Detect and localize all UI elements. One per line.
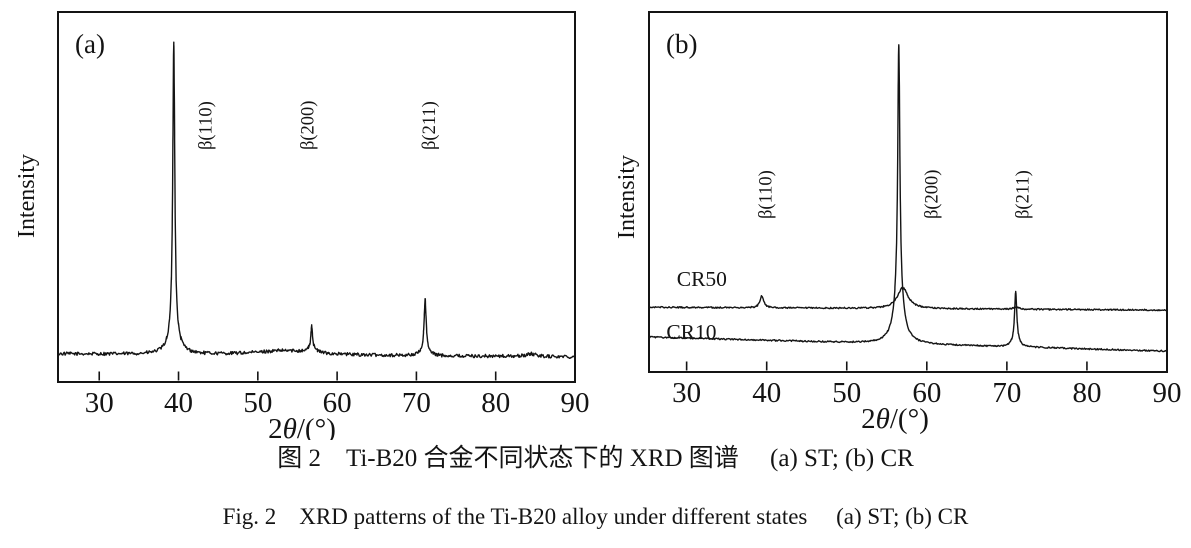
x-tick-label: 40 [752,377,781,409]
plot-border [57,11,576,383]
caption-chinese: 图 2 Ti-B20 合金不同状态下的 XRD 图谱 (a) ST; (b) C… [277,445,914,472]
peak-annotation: β(110) [196,101,216,150]
plot-border [648,11,1168,373]
caption-english: Fig. 2 XRD patterns of the Ti-B20 alloy … [222,504,969,529]
xrd-panel-b: 30 40 50 60 70 80 90 2θ/(°) Intensity (b) β(110) β(… [614,11,1182,435]
y-axis-label: Intensity [614,155,640,239]
x-tick-label: 80 [481,387,510,419]
x-tick-label: 30 [85,387,114,419]
y-axis-label: Intensity [14,154,40,238]
peak-annotation: β(200) [299,101,319,150]
x-tick-label: 70 [992,377,1021,409]
xrd-charts: 30 40 50 60 70 80 90 2θ/(°) Intensity (a) β(110) β(… [14,11,1182,440]
series-curve-CR50 [650,286,1166,312]
x-axis-label: 2θ/(°) [268,413,336,440]
x-tick-label: 80 [1072,377,1101,409]
panel-label: (a) [75,29,105,59]
panel-label: (b) [666,29,697,59]
x-tick-label: 90 [561,387,590,419]
xrd-panel-a: 30 40 50 60 70 80 90 2θ/(°) Intensity (a) β(110) β(… [14,11,590,440]
x-tick-label: 90 [1153,377,1182,409]
peak-annotation: β(211) [1014,170,1034,219]
series-curve-ST [59,41,574,359]
peak-annotation: β(200) [922,170,942,219]
x-tick-label: 70 [402,387,431,419]
x-tick-label: 40 [164,387,193,419]
series-curve-CR10 [650,44,1166,353]
x-tick-label: 50 [832,377,861,409]
series-label-CR50: CR50 [677,267,727,291]
series-label-CR10: CR10 [666,320,716,344]
x-tick-label: 60 [323,387,352,419]
x-tick-label: 30 [672,377,701,409]
x-tick-label: 50 [243,387,272,419]
peak-annotation: β(211) [420,101,440,150]
peak-annotation: β(110) [757,170,777,219]
x-tick-label: 60 [912,377,941,409]
x-axis-label: 2θ/(°) [861,403,929,435]
